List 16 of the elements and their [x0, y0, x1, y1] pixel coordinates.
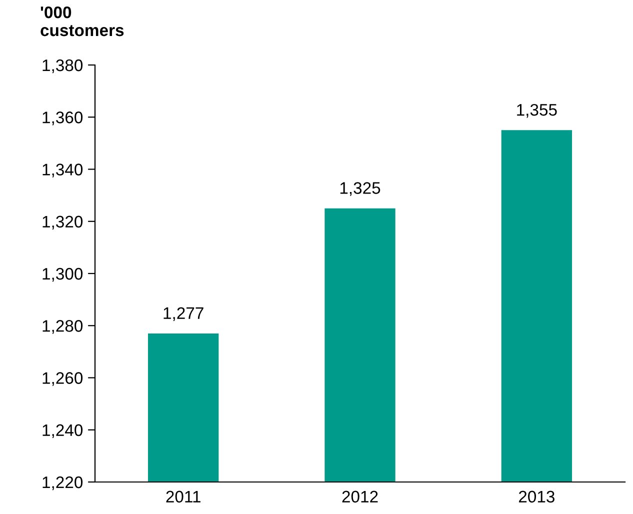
x-tick-label: 2013 [518, 490, 554, 503]
y-tick-label: 1,220 [42, 476, 83, 490]
y-tick-label: 1,320 [42, 216, 83, 230]
y-axis-title: '000 customers [40, 6, 124, 36]
data-label: 1,325 [340, 182, 380, 196]
y-tick-label: 1,360 [42, 112, 83, 126]
y-tick-label: 1,280 [42, 320, 83, 334]
y-tick-label: 1,340 [42, 164, 83, 178]
x-tick-label: 2011 [166, 490, 200, 503]
y-tick-label: 1,300 [42, 268, 83, 282]
x-tick-label: 2012 [342, 490, 378, 503]
y-tick-label: 1,240 [42, 424, 83, 438]
y-tick-label: 1,380 [42, 59, 83, 74]
y-tick-label: 1,260 [42, 372, 83, 386]
data-label: 1,277 [164, 307, 204, 322]
data-label: 1,355 [517, 104, 557, 118]
